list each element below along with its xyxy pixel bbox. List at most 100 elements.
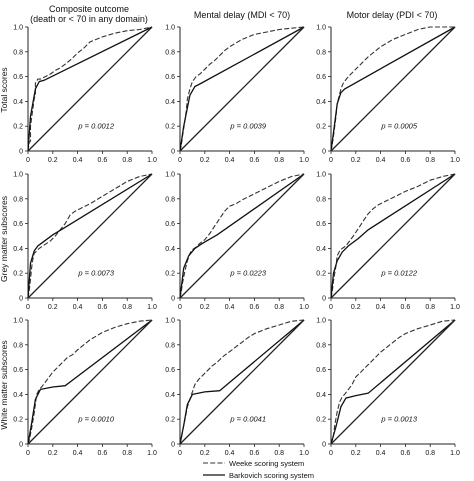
- weeke-roc-line: [179, 319, 305, 445]
- y-tick-label: 0: [171, 149, 175, 156]
- y-tick-label: 0: [322, 296, 326, 303]
- barkovich-roc-line: [27, 26, 153, 152]
- y-tick-label: 0: [171, 296, 175, 303]
- p-value-label: p = 0.0073: [77, 269, 114, 278]
- barkovich-roc-line: [330, 26, 456, 152]
- p-value-label: p = 0.0223: [229, 269, 266, 278]
- y-tick-label: 1.0: [165, 25, 175, 32]
- x-tick-label: 0.6: [250, 304, 260, 311]
- x-tick-label: 0: [26, 157, 30, 164]
- weeke-roc-line: [27, 319, 153, 445]
- p-value-label: p = 0.0013: [380, 415, 417, 424]
- y-tick-label: 1.0: [13, 318, 23, 325]
- y-tick-label: 0.6: [316, 221, 326, 228]
- x-tick-label: 0.6: [250, 450, 260, 457]
- y-tick-label: 0.6: [165, 221, 175, 228]
- x-tick-label: 0: [329, 450, 333, 457]
- y-tick-label: 0.4: [13, 99, 23, 106]
- barkovich-roc-line: [27, 173, 153, 299]
- y-tick-label: 0.8: [165, 49, 175, 56]
- weeke-roc-line: [330, 173, 456, 299]
- y-tick-label: 0.2: [13, 271, 23, 278]
- legend: Weeke scoring system Barkovich scoring s…: [203, 459, 314, 480]
- y-tick-label: 0.4: [13, 392, 23, 399]
- x-tick-label: 0.4: [225, 450, 235, 457]
- y-tick-label: 0.6: [316, 74, 326, 81]
- roc-panel: 0 0.2 0.4 0.6 0.8 1.0 0 0.2 0.4 0.6 0.8 1.0 p = 0.00…: [13, 25, 157, 165]
- y-tick-label: 0.2: [165, 271, 175, 278]
- y-tick-label: 0.8: [316, 342, 326, 349]
- y-tick-label: 0.2: [165, 124, 175, 131]
- reference-roc-line: [27, 26, 153, 152]
- x-tick-label: 0.2: [351, 157, 361, 164]
- y-tick-label: 0.8: [165, 342, 175, 349]
- y-tick-label: 0.2: [316, 124, 326, 131]
- y-tick-label: 0.8: [316, 196, 326, 203]
- weeke-roc-line: [27, 26, 153, 152]
- x-tick-label: 0.8: [122, 304, 132, 311]
- x-tick-label: 0.8: [425, 304, 435, 311]
- y-tick-label: 0: [322, 149, 326, 156]
- x-tick-label: 0.8: [122, 157, 132, 164]
- y-tick-label: 0: [19, 442, 23, 449]
- x-tick-label: 1.0: [450, 304, 460, 311]
- barkovich-roc-line: [27, 319, 153, 445]
- y-tick-label: 0: [19, 296, 23, 303]
- x-tick-label: 0.2: [48, 450, 58, 457]
- x-tick-label: 1.0: [147, 157, 157, 164]
- weeke-roc-line: [330, 319, 456, 445]
- y-tick-label: 0.4: [316, 392, 326, 399]
- y-tick-label: 0.8: [13, 49, 23, 56]
- p-value-label: p = 0.0010: [77, 415, 114, 424]
- x-tick-label: 0.4: [73, 304, 83, 311]
- x-tick-label: 0.6: [98, 450, 108, 457]
- y-tick-label: 0.4: [165, 99, 175, 106]
- y-tick-label: 1.0: [165, 172, 175, 179]
- y-tick-label: 0.6: [316, 367, 326, 374]
- x-tick-label: 0.4: [376, 450, 386, 457]
- y-tick-label: 1.0: [165, 318, 175, 325]
- roc-panel: 0 0.2 0.4 0.6 0.8 1.0 0 0.2 0.4 0.6 0.8 1.0 p = 0.00…: [13, 172, 157, 312]
- reference-roc-line: [330, 173, 456, 299]
- reference-roc-line: [27, 173, 153, 299]
- reference-roc-line: [330, 319, 456, 445]
- p-value-label: p = 0.0122: [380, 269, 417, 278]
- y-tick-label: 1.0: [316, 318, 326, 325]
- y-tick-label: 0.8: [13, 196, 23, 203]
- roc-panel: 0 0.2 0.4 0.6 0.8 1.0 0 0.2 0.4 0.6 0.8 1.0 p = 0.00…: [13, 318, 157, 458]
- x-tick-label: 0: [329, 157, 333, 164]
- x-tick-label: 0.8: [274, 450, 284, 457]
- y-tick-label: 0.2: [165, 417, 175, 424]
- barkovich-roc-line: [179, 173, 305, 299]
- x-tick-label: 0.6: [98, 304, 108, 311]
- p-value-label: p = 0.0012: [77, 122, 114, 131]
- x-tick-label: 0.4: [73, 450, 83, 457]
- x-tick-label: 0: [329, 304, 333, 311]
- x-tick-label: 0.2: [200, 157, 210, 164]
- barkovich-roc-line: [179, 26, 305, 152]
- row-title-white-matter: White matter subscores: [0, 340, 9, 429]
- reference-roc-line: [330, 26, 456, 152]
- x-tick-label: 0.6: [98, 157, 108, 164]
- y-tick-label: 0.8: [13, 342, 23, 349]
- y-tick-label: 0.2: [316, 417, 326, 424]
- x-tick-label: 0.4: [225, 157, 235, 164]
- y-tick-label: 0: [171, 442, 175, 449]
- x-tick-label: 0.4: [376, 304, 386, 311]
- y-tick-label: 1.0: [316, 25, 326, 32]
- weeke-roc-line: [27, 173, 153, 299]
- barkovich-roc-line: [179, 319, 305, 445]
- x-tick-label: 0: [178, 304, 182, 311]
- y-tick-label: 0.6: [13, 221, 23, 228]
- x-tick-label: 0.2: [200, 304, 210, 311]
- y-tick-label: 1.0: [13, 25, 23, 32]
- x-tick-label: 0.8: [274, 304, 284, 311]
- row-title-grey-matter: Grey matter subscores: [0, 196, 9, 282]
- y-tick-label: 1.0: [13, 172, 23, 179]
- reference-roc-line: [179, 173, 305, 299]
- x-tick-label: 0.8: [425, 157, 435, 164]
- x-tick-label: 0.6: [250, 157, 260, 164]
- x-tick-label: 0.4: [225, 304, 235, 311]
- x-tick-label: 0: [178, 450, 182, 457]
- x-tick-label: 1.0: [299, 450, 309, 457]
